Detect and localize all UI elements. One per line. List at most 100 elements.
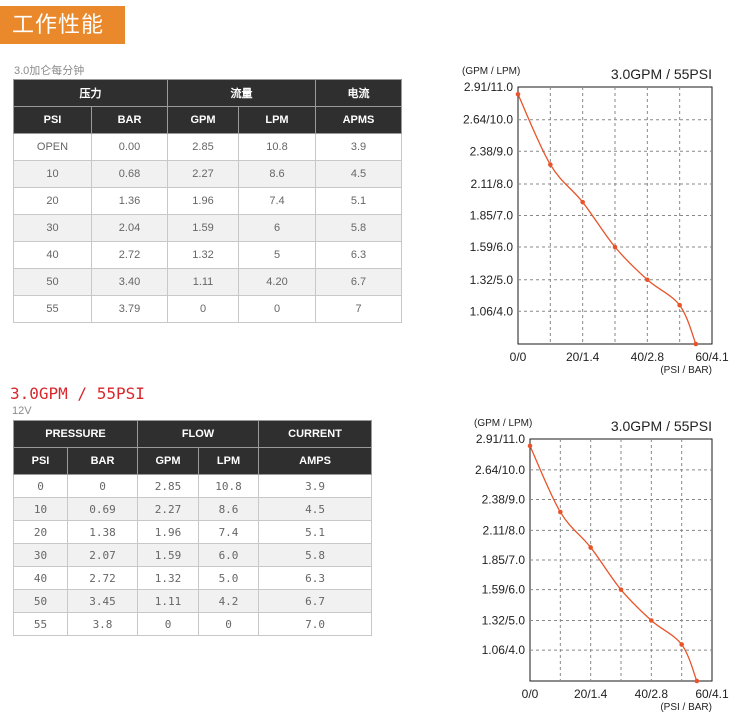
table-row: 50 3.40 1.11 4.20 6.7 <box>13 268 402 296</box>
table-cell: 1.11 <box>137 589 199 613</box>
table-cell: 10 <box>13 497 68 521</box>
table-cell: 2.85 <box>137 474 199 498</box>
table-cell: 6.3 <box>315 241 402 269</box>
y-tick-label: 2.11/8.0 <box>483 523 526 537</box>
table-cell: 6.0 <box>197 543 260 567</box>
x-tick-label: 0/0 <box>510 350 527 364</box>
performance-table-1: 压力 流量 电流 PSI BAR GPM LPM APMS OPEN 0.00 2.… <box>13 79 402 323</box>
series-line <box>517 94 697 345</box>
x-tick-label: 0/0 <box>522 687 539 701</box>
table-cell: 1.38 <box>67 520 138 544</box>
group-header-current: CURRENT <box>258 420 373 448</box>
y-tick-label: 1.85/7.0 <box>470 209 514 223</box>
table-cell: 5.1 <box>258 520 373 544</box>
data-point <box>693 341 699 347</box>
table-cell: 20 <box>13 187 92 215</box>
y-tick-label: 2.38/9.0 <box>482 493 526 507</box>
table-cell: 7 <box>315 295 402 323</box>
table-cell: 1.11 <box>167 268 239 296</box>
table-row: 50 3.45 1.11 4.2 6.7 <box>13 589 373 613</box>
x-tick-label: 60/4.1 <box>695 350 729 364</box>
table-cell: 55 <box>13 295 92 323</box>
y-tick-label: 1.32/5.0 <box>470 273 514 287</box>
y-tick-label: 1.59/6.0 <box>482 583 526 597</box>
table-cell: 7.4 <box>197 520 260 544</box>
x-tick-label: 40/2.8 <box>631 350 665 364</box>
data-point <box>645 277 650 283</box>
section1-subtitle: 3.0加仑每分钟 <box>14 65 85 77</box>
x-axis-label: (PSI / BAR) <box>660 702 712 713</box>
data-point <box>527 443 533 449</box>
data-point <box>588 545 593 550</box>
y-tick-label: 2.91/11.0 <box>464 80 513 94</box>
table-cell: 7.4 <box>238 187 316 215</box>
table-cell: 4.2 <box>197 589 260 613</box>
table-cell: 8.6 <box>238 160 316 188</box>
y-tick-label: 2.91/11.0 <box>476 432 525 446</box>
table-cell: 2.27 <box>137 497 199 521</box>
page-title-banner: 工作性能 <box>0 6 125 44</box>
series-line <box>529 445 698 682</box>
table-cell: 0 <box>137 612 199 636</box>
y-axis-label: (GPM / LPM) <box>462 66 520 77</box>
table-row: 0 0 2.85 10.8 3.9 <box>13 474 373 498</box>
y-tick-label: 2.64/10.0 <box>475 463 525 477</box>
table-cell: 6.7 <box>315 268 402 296</box>
table-cell: 6.3 <box>258 566 373 590</box>
data-point <box>677 302 682 308</box>
y-tick-label: 2.64/10.0 <box>463 113 513 127</box>
table-cell: 4.5 <box>258 497 373 521</box>
y-axis-label: (GPM / LPM) <box>474 418 532 429</box>
table-cell: 1.59 <box>167 214 239 242</box>
data-point <box>515 91 521 97</box>
table-row: 30 2.07 1.59 6.0 5.8 <box>13 543 373 567</box>
x-tick-label: 20/1.4 <box>566 350 600 364</box>
column-header-bar: BAR <box>91 106 168 134</box>
data-point <box>649 618 654 623</box>
performance-table-2: PRESSURE FLOW CURRENT PSI BAR GPM LPM AM… <box>13 420 373 636</box>
table-cell: 0 <box>197 612 260 636</box>
table-row: 40 2.72 1.32 5 6.3 <box>13 241 402 269</box>
column-header-gpm: GPM <box>167 106 239 134</box>
table-row: OPEN 0.00 2.85 10.8 3.9 <box>13 133 402 161</box>
column-header-psi: PSI <box>13 106 92 134</box>
section2-subtitle: 12V <box>12 405 32 417</box>
data-point <box>558 509 563 515</box>
group-header-flow: FLOW <box>136 420 260 448</box>
y-tick-label: 1.59/6.0 <box>470 240 514 254</box>
table-cell: 4.5 <box>315 160 402 188</box>
column-header-amps: AMPS <box>258 447 373 475</box>
group-header-pressure: PRESSURE <box>13 420 138 448</box>
y-tick-label: 2.11/8.0 <box>471 177 514 191</box>
table-cell: 5.1 <box>315 187 402 215</box>
y-tick-label: 1.06/4.0 <box>482 643 526 657</box>
table-cell: 30 <box>13 543 68 567</box>
column-header-lpm: LPM <box>238 106 316 134</box>
table-cell: 0.69 <box>67 497 138 521</box>
table-cell: 7.0 <box>258 612 373 636</box>
table-cell: 3.45 <box>67 589 138 613</box>
data-point <box>580 199 585 205</box>
y-tick-label: 1.32/5.0 <box>482 614 526 628</box>
table-cell: OPEN <box>13 133 92 161</box>
table-cell: 3.79 <box>91 295 168 323</box>
table-cell: 3.9 <box>258 474 373 498</box>
x-tick-label: 60/4.1 <box>695 687 729 701</box>
table-cell: 40 <box>13 566 68 590</box>
table-cell: 2.85 <box>167 133 239 161</box>
data-point <box>694 678 700 684</box>
table-row: 10 0.69 2.27 8.6 4.5 <box>13 497 373 521</box>
table-cell: 10.8 <box>197 474 260 498</box>
table-row: 20 1.38 1.96 7.4 5.1 <box>13 520 373 544</box>
table-cell: 1.96 <box>167 187 239 215</box>
y-tick-label: 2.38/9.0 <box>470 144 514 158</box>
table-row: 55 3.79 0 0 7 <box>13 295 402 323</box>
table-cell: 5.8 <box>315 214 402 242</box>
data-point <box>618 587 624 592</box>
table-cell: 0 <box>167 295 239 323</box>
section2-title: 3.0GPM / 55PSI <box>10 384 145 403</box>
table-cell: 1.96 <box>137 520 199 544</box>
x-tick-label: 20/1.4 <box>574 687 608 701</box>
table-row: 55 3.8 0 0 7.0 <box>13 612 373 636</box>
